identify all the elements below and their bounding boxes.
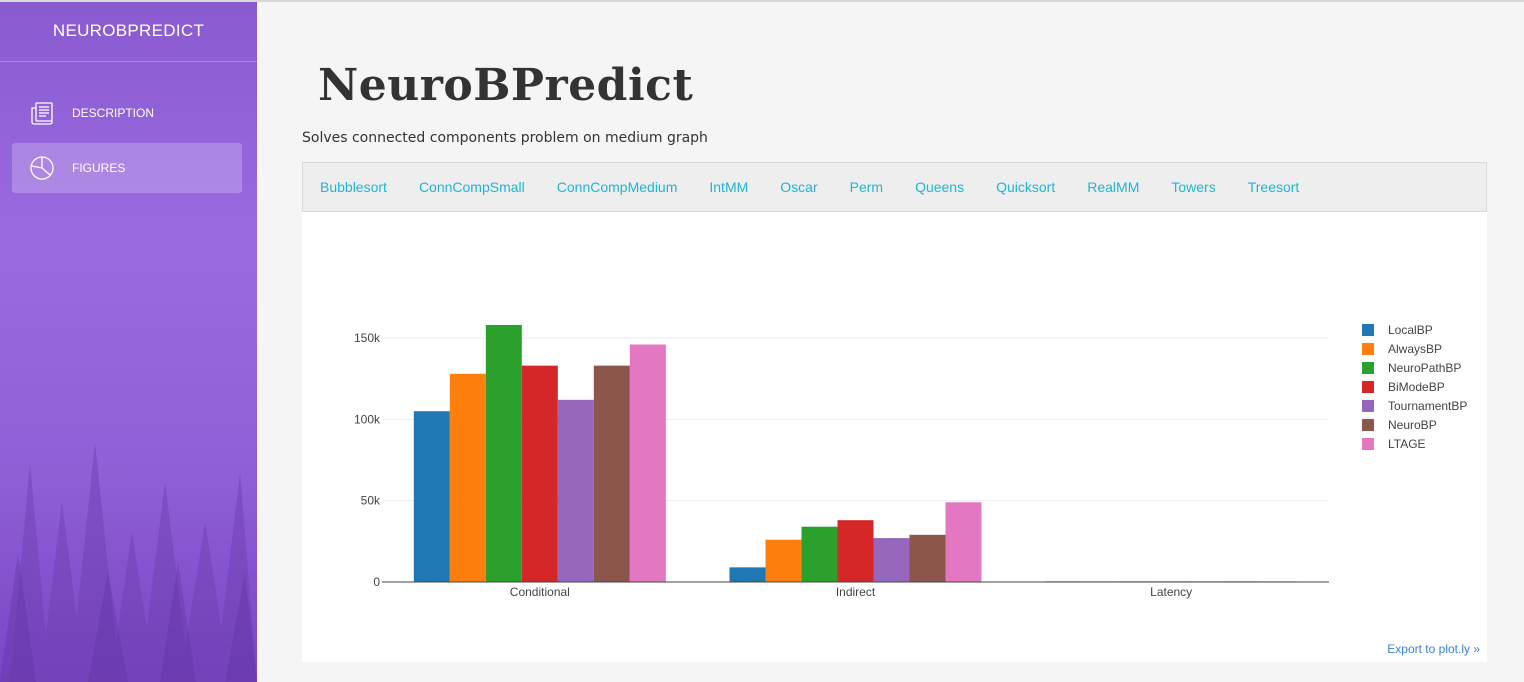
bar <box>485 324 522 582</box>
legend-swatch <box>1362 399 1374 412</box>
bar <box>801 526 838 582</box>
legend-item[interactable]: LocalBP <box>1362 320 1467 339</box>
tab-conncompmedium[interactable]: ConnCompMedium <box>556 179 678 195</box>
x-tick-label: Conditional <box>510 585 570 599</box>
tab-perm[interactable]: Perm <box>849 179 884 195</box>
bar <box>629 344 666 582</box>
bar <box>765 539 802 582</box>
document-icon <box>28 99 56 127</box>
tab-conncompsmall[interactable]: ConnCompSmall <box>418 179 525 195</box>
sidebar-item-figures[interactable]: FIGURES <box>12 143 242 193</box>
legend-label: TournamentBP <box>1388 398 1468 413</box>
brand-title: NEUROBPREDICT <box>0 2 257 62</box>
legend-label: NeuroPathBP <box>1388 360 1462 375</box>
legend-swatch <box>1362 437 1374 450</box>
bar <box>557 399 594 582</box>
y-tick-label: 100k <box>354 412 381 426</box>
legend-swatch <box>1362 323 1374 336</box>
bar <box>413 411 450 582</box>
bar <box>909 534 946 582</box>
y-tick-label: 50k <box>361 494 381 508</box>
bar <box>729 567 766 582</box>
legend-label: NeuroBP <box>1388 417 1437 432</box>
top-border <box>0 0 1524 2</box>
legend-label: LTAGE <box>1388 436 1426 451</box>
tab-treesort[interactable]: Treesort <box>1247 179 1300 195</box>
benchmark-tabs: Bubblesort ConnCompSmall ConnCompMedium … <box>302 162 1487 212</box>
legend-label: BiModeBP <box>1388 379 1445 394</box>
legend-item[interactable]: AlwaysBP <box>1362 339 1467 358</box>
legend-swatch <box>1362 418 1374 431</box>
x-tick-label: Indirect <box>836 585 876 599</box>
tab-queens[interactable]: Queens <box>915 179 965 195</box>
y-tick-label: 150k <box>354 331 381 345</box>
bar <box>593 365 630 582</box>
chart-legend: LocalBP AlwaysBP NeuroPathBP BiModeBP Tourna… <box>1362 320 1467 453</box>
legend-swatch <box>1362 380 1374 393</box>
sidebar-item-label: FIGURES <box>72 161 126 175</box>
tab-intmm[interactable]: IntMM <box>709 179 749 195</box>
page-title: NeuroBPredict <box>318 60 694 111</box>
tab-quicksort[interactable]: Quicksort <box>996 179 1056 195</box>
bar <box>873 538 910 582</box>
legend-item[interactable]: NeuroPathBP <box>1362 358 1467 377</box>
sidebar: NEUROBPREDICT DESCRIPTION FIGURES <box>0 2 257 682</box>
tab-oscar[interactable]: Oscar <box>780 179 818 195</box>
legend-item[interactable]: NeuroBP <box>1362 415 1467 434</box>
page-subtitle: Solves connected components problem on m… <box>302 130 708 146</box>
chart-panel: 0 50k 100k 150k Conditional Indirect Latency L… <box>302 212 1487 662</box>
legend-item[interactable]: TournamentBP <box>1362 396 1467 415</box>
y-tick-label: 0 <box>373 575 380 589</box>
bar <box>521 365 558 582</box>
export-link[interactable]: Export to plot.ly » <box>1387 642 1480 656</box>
x-tick-label: Latency <box>1150 585 1192 599</box>
legend-label: AlwaysBP <box>1388 341 1443 356</box>
tab-realmm[interactable]: RealMM <box>1087 179 1140 195</box>
tab-bubblesort[interactable]: Bubblesort <box>320 179 387 195</box>
legend-item[interactable]: BiModeBP <box>1362 377 1467 396</box>
legend-label: LocalBP <box>1388 322 1433 337</box>
legend-item[interactable]: LTAGE <box>1362 434 1467 453</box>
forest-background <box>0 442 257 682</box>
sidebar-item-description[interactable]: DESCRIPTION <box>12 88 242 138</box>
pie-chart-icon <box>28 154 56 182</box>
bar <box>837 520 874 582</box>
sidebar-item-label: DESCRIPTION <box>72 106 155 120</box>
legend-swatch <box>1362 342 1374 355</box>
bar <box>449 373 486 582</box>
legend-swatch <box>1362 361 1374 374</box>
bar <box>945 502 982 582</box>
bar-chart: 0 50k 100k 150k Conditional Indirect Latency <box>354 324 1329 599</box>
tab-towers[interactable]: Towers <box>1171 179 1216 195</box>
